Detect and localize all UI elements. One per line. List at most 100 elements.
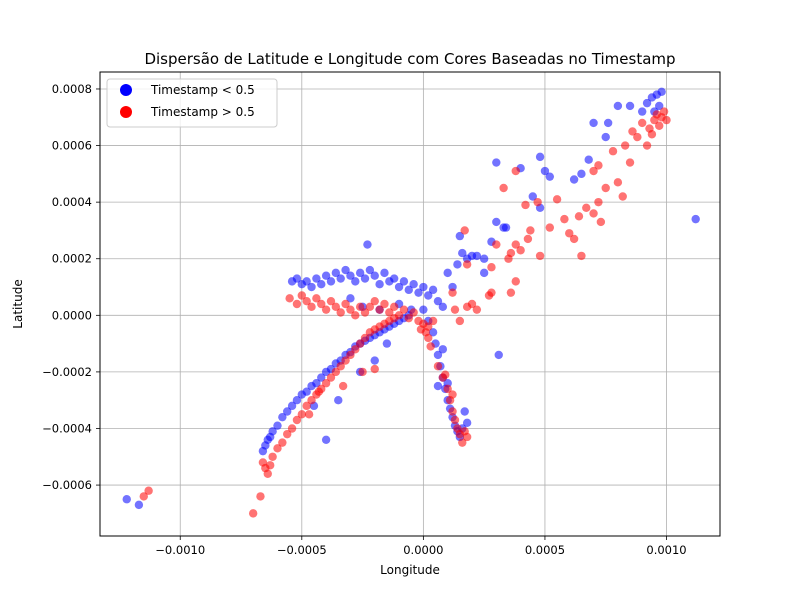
data-point <box>331 367 341 377</box>
y-tick-label: −0.0004 <box>42 421 92 435</box>
y-tick-label: 0.0004 <box>52 195 92 209</box>
data-point <box>317 373 326 382</box>
data-point <box>596 217 606 227</box>
data-point <box>633 132 642 142</box>
data-point <box>455 231 465 241</box>
data-point <box>655 121 664 130</box>
x-tick-label: −0.0005 <box>277 543 327 557</box>
data-point <box>297 291 307 300</box>
y-axis-label: Latitude <box>11 279 25 328</box>
y-tick-label: 0.0000 <box>52 308 92 322</box>
data-point <box>355 268 365 278</box>
data-point <box>334 395 343 405</box>
data-point <box>441 370 450 379</box>
data-point <box>487 263 496 272</box>
data-point <box>565 229 574 238</box>
data-point <box>278 438 287 447</box>
data-point <box>424 333 433 343</box>
data-point <box>346 350 355 360</box>
series-timestamp-gt-0-5 <box>139 107 671 518</box>
data-point <box>460 407 469 416</box>
data-point <box>462 432 472 442</box>
data-point <box>647 130 657 139</box>
data-point <box>389 274 399 283</box>
data-point <box>336 308 345 317</box>
data-point <box>292 415 302 425</box>
data-point <box>484 291 494 300</box>
data-point <box>336 274 345 283</box>
legend-marker-blue <box>120 84 132 96</box>
grid <box>100 72 720 536</box>
data-point <box>292 299 302 309</box>
data-point <box>307 302 316 312</box>
data-point <box>326 373 336 382</box>
data-point <box>589 118 598 128</box>
data-point <box>419 305 428 314</box>
data-point <box>278 412 287 422</box>
data-point <box>363 240 372 249</box>
data-point <box>492 217 501 227</box>
data-point <box>569 234 579 244</box>
data-point <box>657 87 666 97</box>
data-point <box>594 161 603 170</box>
chart-title: Dispersão de Latitude e Longitude com Co… <box>144 50 675 68</box>
data-point <box>273 421 282 430</box>
data-point <box>613 178 623 187</box>
data-point <box>321 379 331 388</box>
data-point <box>608 147 618 156</box>
x-tick-label: 0.0005 <box>525 543 565 557</box>
data-point <box>458 248 467 258</box>
data-point <box>341 356 350 365</box>
data-point <box>265 461 275 470</box>
data-point <box>273 444 282 453</box>
data-point <box>331 302 341 312</box>
data-point <box>511 166 520 176</box>
y-tick-label: 0.0006 <box>52 139 92 153</box>
data-point <box>589 209 598 218</box>
data-point <box>601 183 610 193</box>
data-point <box>394 311 404 320</box>
data-point <box>577 251 586 261</box>
data-point <box>404 285 413 295</box>
data-point <box>659 107 669 116</box>
data-point <box>462 260 472 269</box>
data-point <box>453 260 462 269</box>
data-point <box>360 333 370 343</box>
data-point <box>304 410 314 419</box>
data-point <box>346 271 355 280</box>
data-point <box>358 367 367 377</box>
data-point <box>492 158 501 167</box>
data-point <box>433 296 443 306</box>
data-point <box>526 226 535 235</box>
y-axis-ticks: −0.0006 −0.0004 −0.0002 0.0000 0.0002 0.0004 0… <box>42 82 100 492</box>
data-point <box>613 101 623 111</box>
data-point <box>399 305 409 314</box>
legend-label-blue: Timestamp < 0.5 <box>150 83 255 97</box>
data-point <box>450 305 460 314</box>
data-point <box>409 308 418 317</box>
data-point <box>287 424 297 433</box>
data-point <box>662 115 671 125</box>
data-point <box>450 415 460 425</box>
plot-frame <box>99 71 721 537</box>
data-point <box>545 223 555 232</box>
data-point <box>355 339 365 348</box>
y-tick-label: −0.0006 <box>42 478 92 492</box>
data-point <box>416 325 426 334</box>
data-point <box>433 381 443 391</box>
data-point <box>462 418 472 428</box>
data-point <box>516 246 525 255</box>
data-point <box>506 288 516 297</box>
data-point <box>302 401 311 411</box>
data-point <box>443 268 452 278</box>
data-point <box>511 277 520 286</box>
data-point <box>582 203 591 213</box>
data-point <box>472 251 482 261</box>
data-point <box>472 305 482 314</box>
data-point <box>370 271 379 280</box>
data-point <box>479 254 489 263</box>
data-point <box>122 495 131 504</box>
data-point <box>346 305 355 314</box>
data-point <box>380 299 389 309</box>
